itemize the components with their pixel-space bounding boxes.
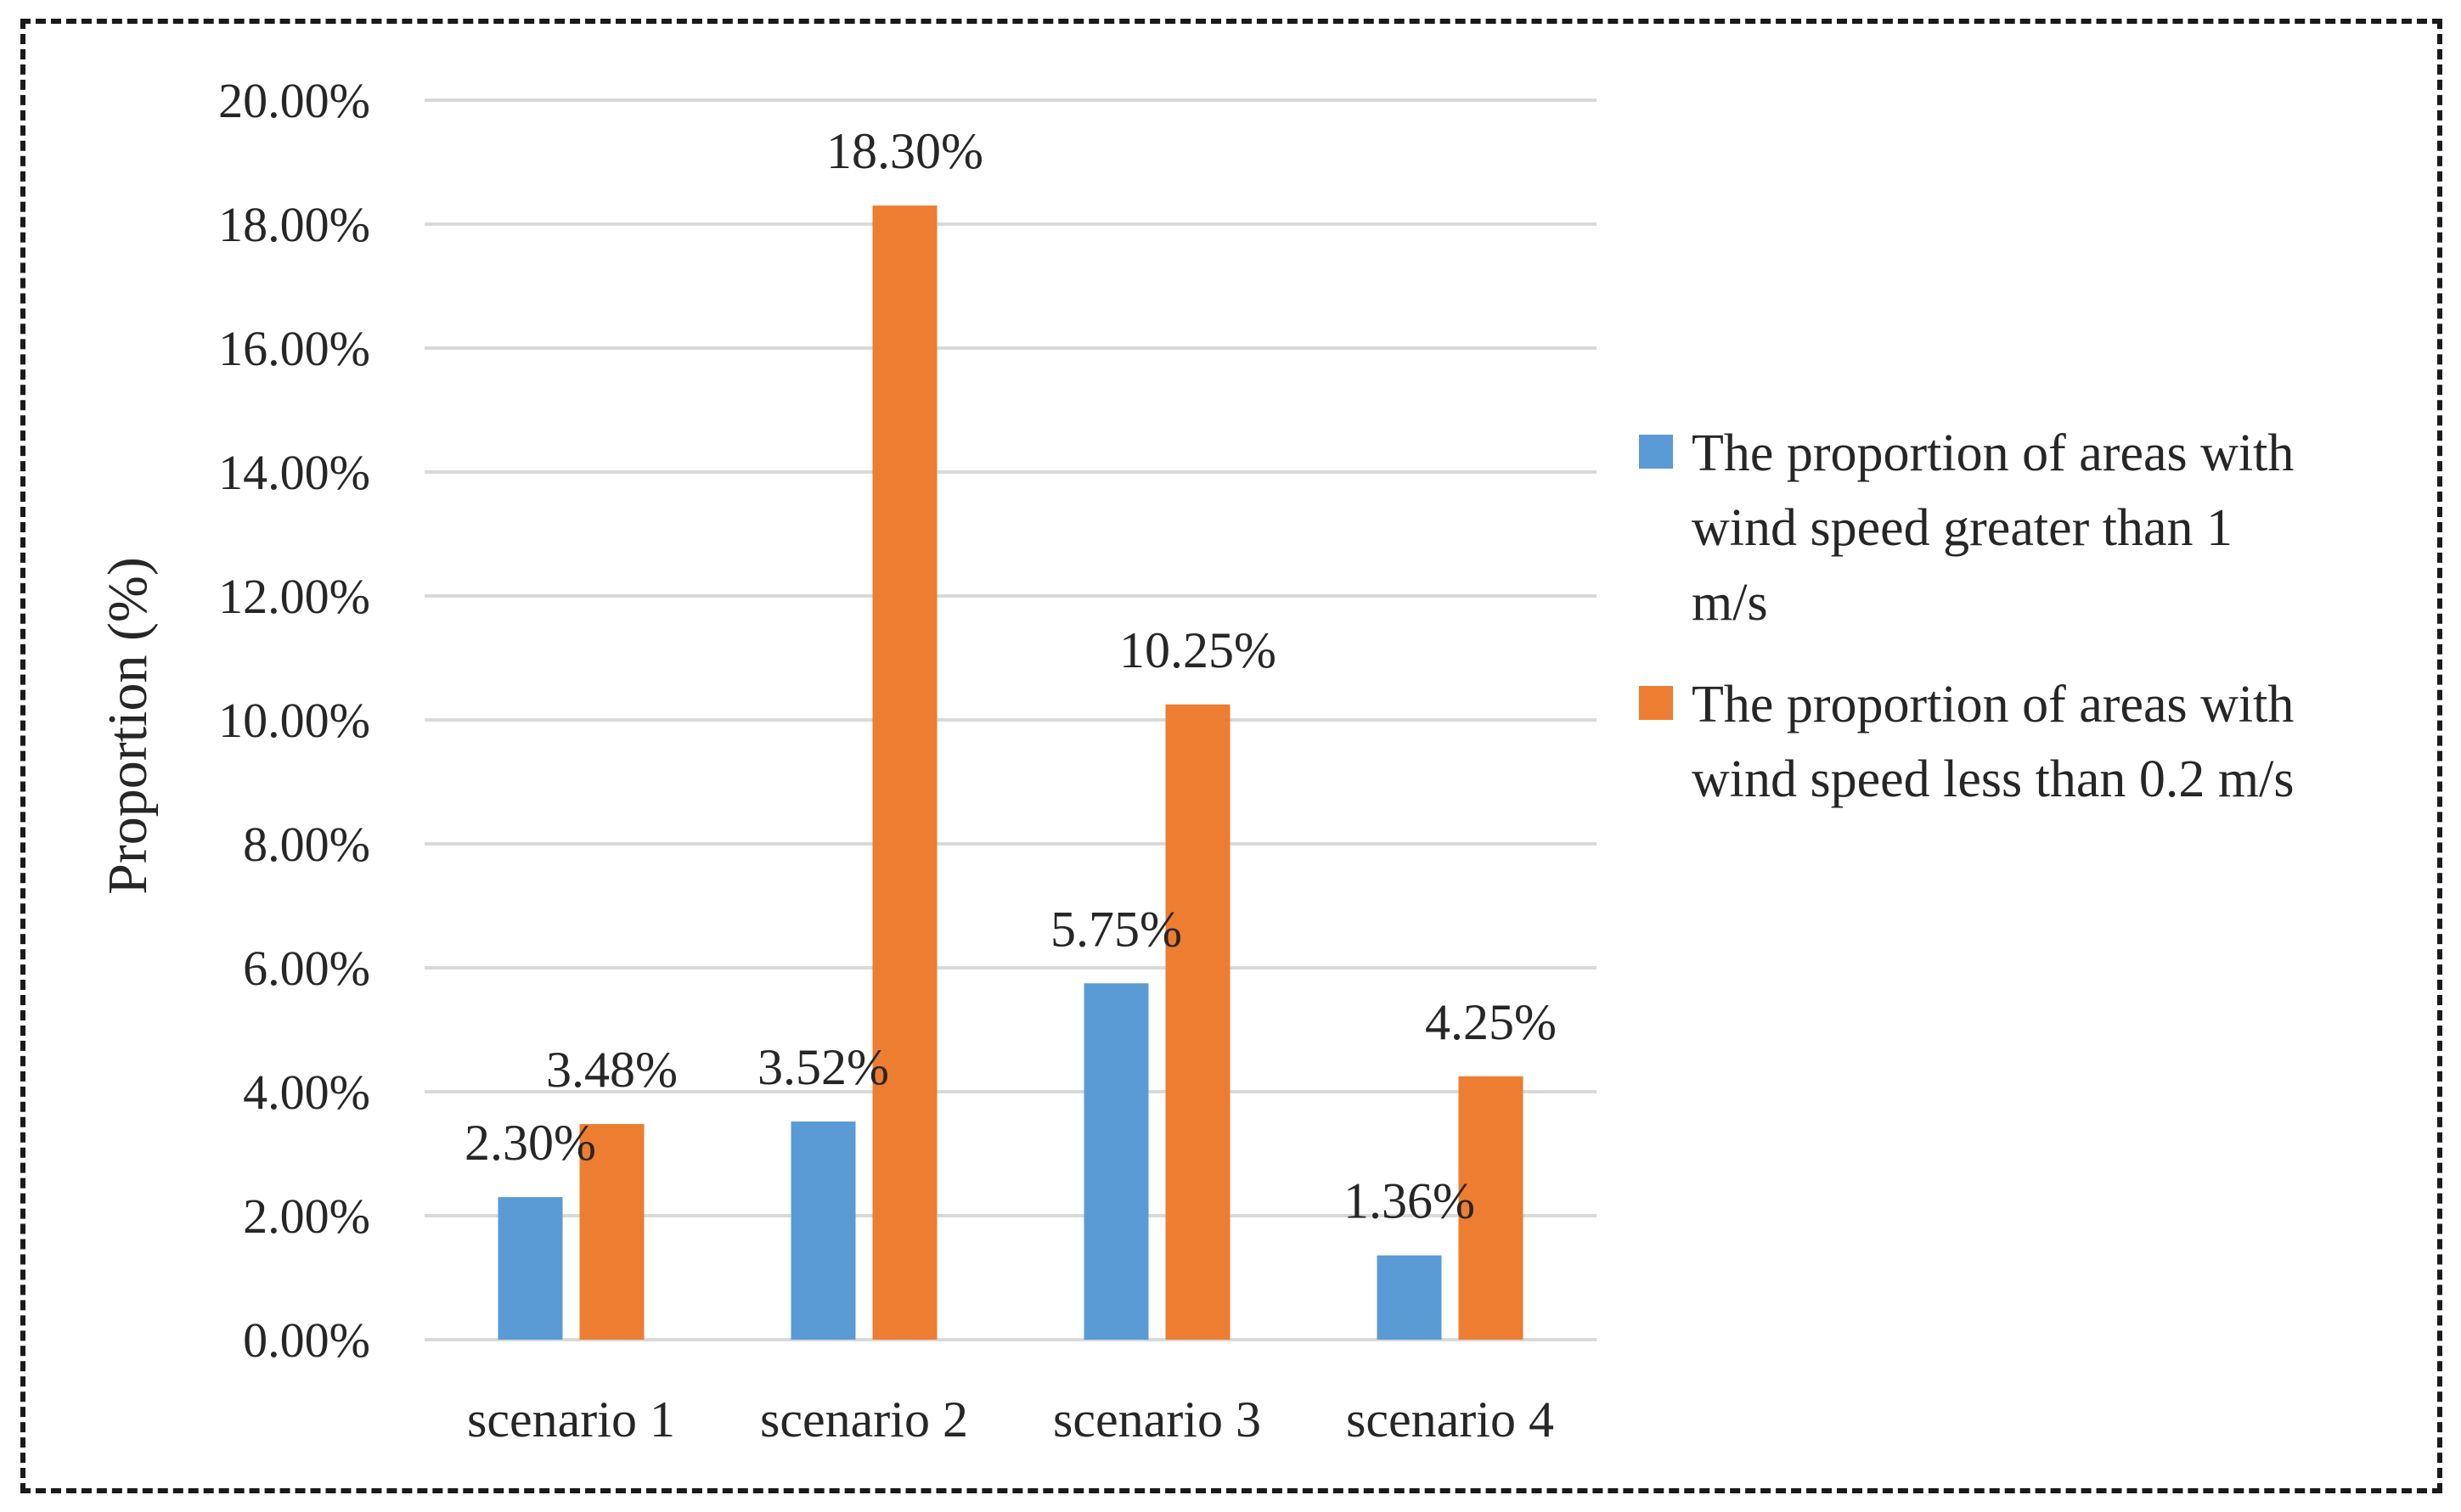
x-tick-label: scenario 4 <box>1346 1391 1554 1447</box>
bar-less-than-0-2 <box>579 1123 645 1340</box>
bar-greater-than-1 <box>498 1197 563 1340</box>
data-label: 5.75% <box>1050 901 1182 957</box>
y-tick-label: 16.00% <box>218 321 370 376</box>
y-tick-label: 8.00% <box>243 817 370 872</box>
y-axis-ticks: 0.00% 2.00% 4.00% 6.00% 8.00% 10.00% 12.00% 14.… <box>218 73 370 1368</box>
x-axis-ticks: scenario 1 scenario 2 scenario 3 scenario 4 <box>467 1391 1554 1447</box>
legend-label-line: The proportion of areas with <box>1692 424 2295 482</box>
y-tick-label: 2.00% <box>243 1189 370 1244</box>
x-tick-label: scenario 2 <box>760 1391 968 1447</box>
bar-less-than-0-2 <box>1458 1076 1523 1340</box>
bar-less-than-0-2 <box>872 205 938 1341</box>
bars <box>498 205 1523 1341</box>
legend-label-line: The proportion of areas with <box>1692 676 2295 734</box>
y-tick-label: 6.00% <box>243 941 370 996</box>
y-tick-label: 20.00% <box>218 73 370 128</box>
data-label: 2.30% <box>465 1115 596 1171</box>
bar-greater-than-1 <box>791 1121 856 1340</box>
data-label: 10.25% <box>1119 622 1276 678</box>
y-tick-label: 0.00% <box>243 1312 370 1368</box>
bar-less-than-0-2 <box>1165 704 1230 1340</box>
y-tick-label: 10.00% <box>218 693 370 748</box>
legend: The proportion of areas with wind speed … <box>1639 416 2403 844</box>
data-label: 3.48% <box>546 1042 678 1098</box>
data-label: 1.36% <box>1343 1173 1475 1229</box>
y-tick-label: 12.00% <box>218 569 370 624</box>
y-axis-label: Proportion (%) <box>97 557 159 895</box>
legend-label-line: wind speed greater than 1 <box>1692 499 2233 557</box>
chart-frame <box>20 19 2442 1493</box>
y-tick-label: 4.00% <box>243 1065 370 1120</box>
legend-item: The proportion of areas with wind speed … <box>1639 416 2403 640</box>
legend-label-line: wind speed less than 0.2 m/s <box>1692 750 2295 808</box>
legend-swatch-icon <box>1639 435 1673 469</box>
x-tick-label: scenario 1 <box>467 1391 675 1447</box>
legend-label-line: m/s <box>1692 574 1768 632</box>
data-label: 18.30% <box>826 123 983 179</box>
data-label: 4.25% <box>1425 994 1557 1050</box>
bar-greater-than-1 <box>1084 983 1149 1340</box>
legend-item: The proportion of areas with wind speed … <box>1639 667 2403 817</box>
data-labels: 2.30% 3.48% 3.52% 18.30% 5.75% 10.25% 1.36% 4.2… <box>465 123 1557 1229</box>
data-label: 3.52% <box>757 1039 889 1095</box>
x-tick-label: scenario 3 <box>1053 1391 1261 1447</box>
bar-greater-than-1 <box>1377 1255 1442 1340</box>
legend-swatch-icon <box>1639 686 1673 720</box>
y-tick-label: 14.00% <box>218 445 370 500</box>
y-tick-label: 18.00% <box>218 197 370 252</box>
